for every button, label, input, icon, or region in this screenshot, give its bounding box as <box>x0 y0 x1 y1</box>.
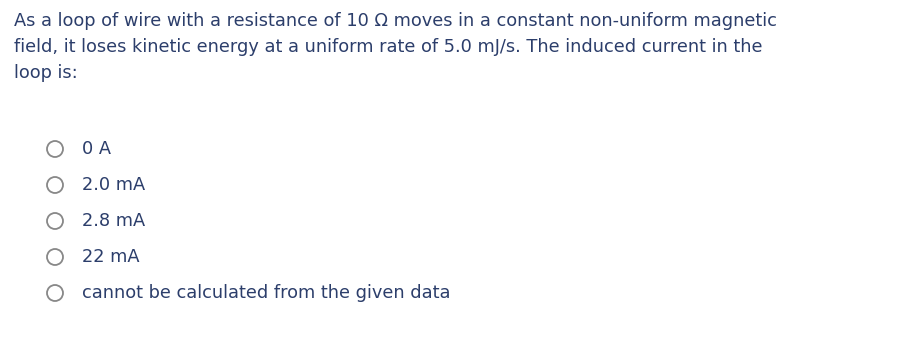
Text: loop is:: loop is: <box>14 64 78 82</box>
Text: 22 mA: 22 mA <box>82 248 140 266</box>
Text: 0 A: 0 A <box>82 140 111 158</box>
Text: 2.8 mA: 2.8 mA <box>82 212 145 230</box>
Text: field, it loses kinetic energy at a uniform rate of 5.0 mJ/s. The induced curren: field, it loses kinetic energy at a unif… <box>14 38 763 56</box>
Text: 2.0 mA: 2.0 mA <box>82 176 145 194</box>
Text: cannot be calculated from the given data: cannot be calculated from the given data <box>82 284 450 302</box>
Text: As a loop of wire with a resistance of 10 Ω moves in a constant non-uniform magn: As a loop of wire with a resistance of 1… <box>14 12 776 30</box>
